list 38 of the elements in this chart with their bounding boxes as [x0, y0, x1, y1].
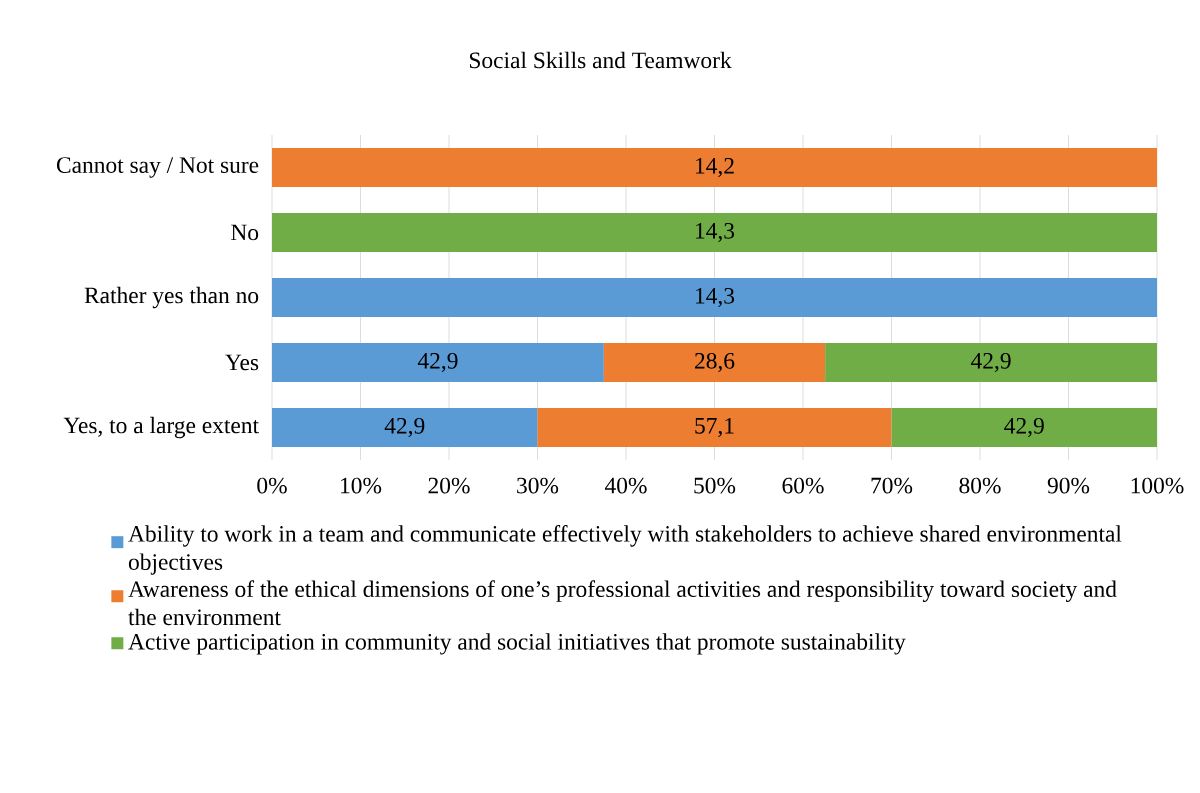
- x-tick-label: 100%: [1131, 477, 1184, 494]
- bar: [272, 343, 604, 382]
- x-tick-label: 20%: [428, 477, 470, 494]
- x-tick-label: 30%: [517, 477, 559, 494]
- annotation: 42,9: [384, 417, 425, 438]
- bar: [603, 343, 826, 382]
- y-tick-label: No: [231, 224, 259, 241]
- annotation: 14,3: [696, 222, 735, 243]
- bar: [891, 408, 1157, 447]
- x-tick-label: 0%: [257, 477, 287, 494]
- x-tick-label: 40%: [604, 477, 647, 494]
- chart-title: Social Skills and Teamwork: [469, 51, 732, 69]
- bar: [272, 408, 538, 447]
- annotation: 28,6: [695, 352, 735, 373]
- annotation: 42,9: [971, 352, 1011, 373]
- bar: [272, 213, 1157, 253]
- x-tick-label: 80%: [959, 477, 1001, 494]
- legend-label: Ability to work in a team and communicate effectively with stakeholders to achieve shared environmental objectives: [128, 525, 1122, 575]
- annotation: 14,2: [696, 157, 734, 178]
- legend-label: Active participation in community and social initiatives that promote sustainability: [128, 633, 906, 655]
- x-tick-label: 10%: [341, 477, 382, 494]
- y-tick-label: Yes: [225, 354, 259, 371]
- bar: [272, 278, 1157, 318]
- bar: [537, 408, 892, 447]
- y-tick-label: Rather yes than no: [84, 286, 259, 309]
- annotation: 42,9: [1004, 417, 1044, 438]
- legend-label: Awareness of the ethical dimensions of one’s professional activities and responsibility toward society and the environment: [128, 580, 1117, 626]
- y-tick-label: Cannot say / Not sure: [56, 157, 259, 178]
- x-tick-label: 60%: [782, 477, 824, 494]
- bar: [272, 148, 1157, 188]
- bar: [825, 343, 1157, 382]
- x-tick-label: 70%: [871, 477, 913, 494]
- annotation: 57,1: [695, 417, 734, 438]
- y-tick-label: Yes, to a large extent: [63, 416, 259, 439]
- annotation: 14,3: [696, 287, 735, 308]
- annotation: 42,9: [417, 352, 458, 373]
- x-tick-label: 50%: [694, 477, 736, 494]
- x-tick-label: 90%: [1047, 477, 1090, 494]
